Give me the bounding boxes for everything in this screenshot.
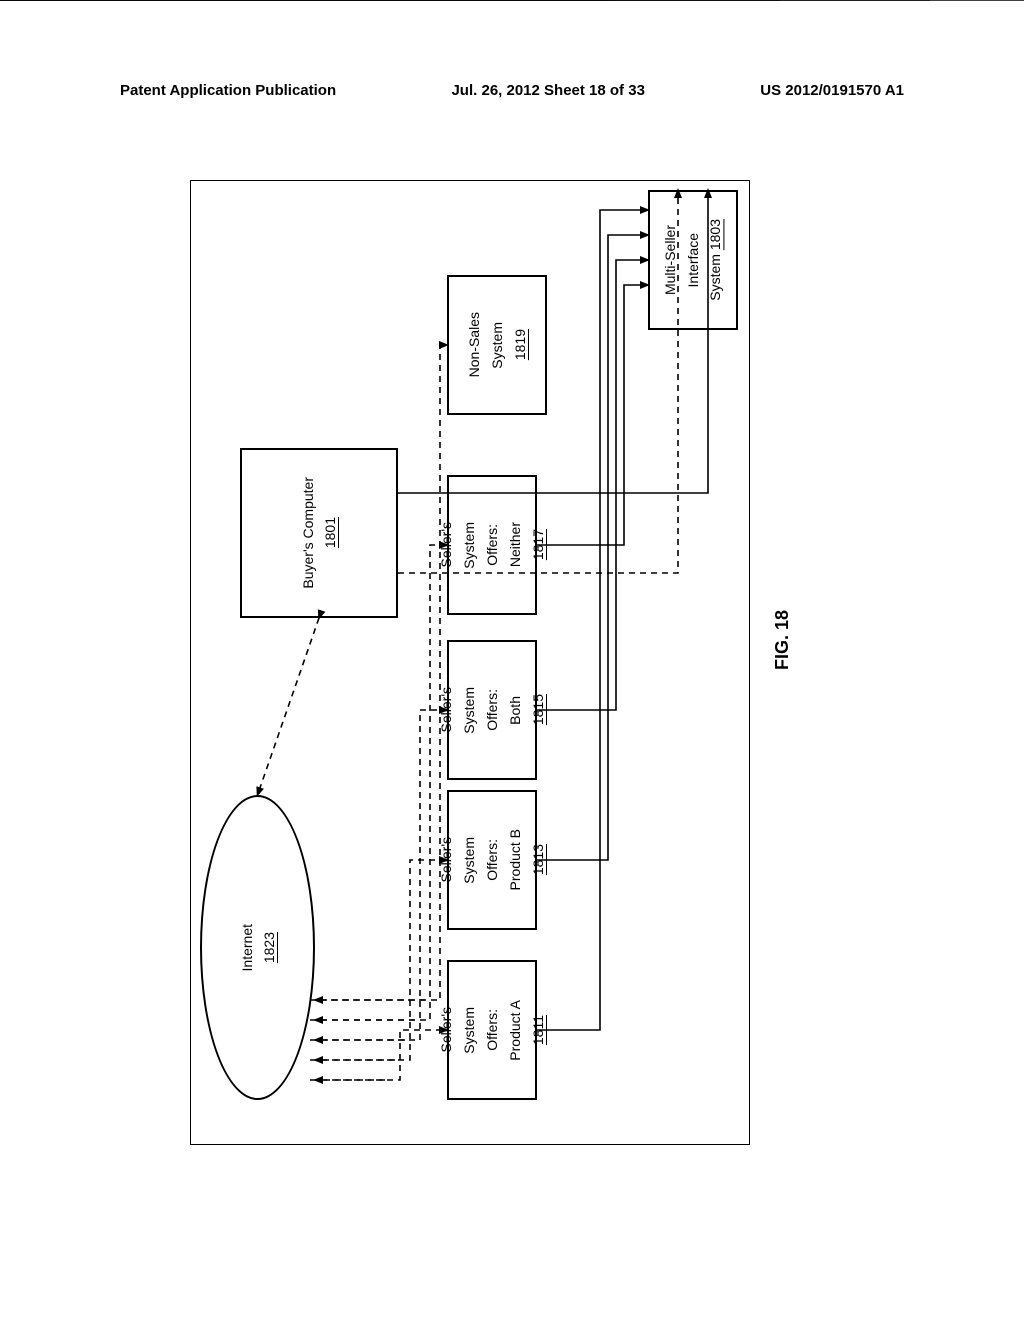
seller-both-line3: Offers: — [484, 689, 501, 731]
seller-a-line1: Seller's — [438, 1007, 455, 1052]
page-header: Patent Application Publication Jul. 26, … — [0, 82, 1024, 99]
nonsales-ref: 1819 — [512, 329, 528, 360]
buyer-label: Buyer's Computer — [300, 477, 317, 589]
seller-a-line3: Offers: — [484, 1009, 501, 1051]
seller-b-line1: Seller's — [438, 837, 455, 882]
seller-b-ref: 1813 — [530, 844, 546, 875]
seller-b-line4: Product B — [507, 829, 524, 890]
multiseller-line1: Multi-Seller — [662, 225, 679, 295]
seller-b-node: Seller's System Offers: Product B 1813 — [447, 790, 537, 930]
seller-neither-line1: Seller's — [438, 522, 455, 567]
seller-both-node: Seller's System Offers: Both 1815 — [447, 640, 537, 780]
seller-both-line4: Both — [507, 696, 524, 725]
nonsales-line1: Non-Sales — [466, 312, 483, 377]
multiseller-line3: System 1803 — [707, 219, 724, 301]
internet-ref: 1823 — [261, 932, 277, 963]
seller-neither-line2: System — [461, 522, 478, 569]
seller-both-line2: System — [461, 687, 478, 734]
header-center: Jul. 26, 2012 Sheet 18 of 33 — [451, 82, 644, 99]
seller-both-line1: Seller's — [438, 687, 455, 732]
buyer-ref: 1801 — [322, 517, 338, 548]
seller-a-line2: System — [461, 1007, 478, 1054]
nonsales-line2: System — [489, 322, 506, 369]
header-left: Patent Application Publication — [120, 82, 336, 99]
seller-neither-node: Seller's System Offers: Neither 1817 — [447, 475, 537, 615]
seller-neither-ref: 1817 — [530, 529, 546, 560]
seller-a-ref: 1811 — [530, 1015, 546, 1045]
seller-neither-line4: Neither — [507, 522, 524, 567]
seller-both-ref: 1815 — [530, 694, 546, 725]
multiseller-node: Multi-Seller Interface System 1803 — [648, 190, 738, 330]
nonsales-node: Non-Sales System 1819 — [447, 275, 547, 415]
seller-b-line2: System — [461, 837, 478, 884]
seller-a-line4: Product A — [507, 1000, 524, 1061]
seller-neither-line3: Offers: — [484, 524, 501, 566]
multiseller-line2: Interface — [685, 233, 702, 287]
internet-label: Internet — [239, 924, 255, 971]
header-right: US 2012/0191570 A1 — [760, 82, 904, 99]
seller-b-line3: Offers: — [484, 839, 501, 881]
seller-a-node: Seller's System Offers: Product A 1811 — [447, 960, 537, 1100]
buyer-computer-node: Buyer's Computer 1801 — [240, 448, 398, 618]
figure-label: FIG. 18 — [772, 610, 793, 670]
internet-node: Internet 1823 — [200, 795, 315, 1100]
